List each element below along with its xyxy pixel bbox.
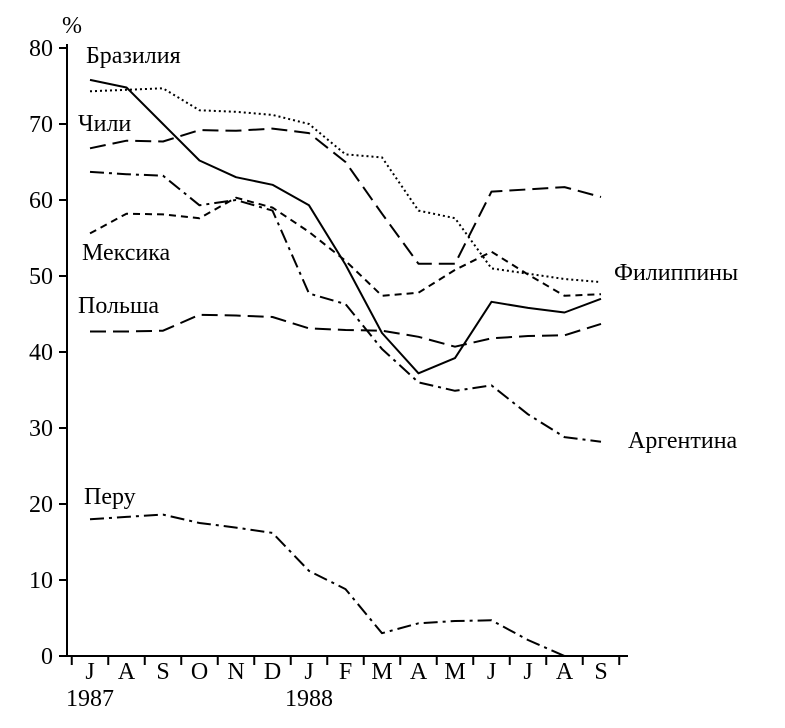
y-tick-label: 60 <box>29 188 53 214</box>
x-tick-label: D <box>264 659 281 685</box>
x-tick-label: M <box>371 659 392 685</box>
x-tick-label: O <box>191 659 208 685</box>
series-line-6 <box>89 513 565 657</box>
axes: % <box>62 13 628 657</box>
x-tick-label: J <box>304 659 313 685</box>
x-year-label: 1988 <box>285 686 333 712</box>
y-tick-label: 80 <box>29 36 53 62</box>
x-tick-label: F <box>339 659 352 685</box>
series-line-2 <box>89 127 602 265</box>
y-tick-label: 70 <box>29 112 53 138</box>
x-tick-label: N <box>227 659 244 685</box>
y-tick-label: 10 <box>29 568 53 594</box>
series <box>89 78 602 657</box>
x-tick-label: A <box>556 659 574 685</box>
series-label-6: Перу <box>84 484 136 510</box>
series-line-4 <box>90 313 602 348</box>
x-tick-label: S <box>594 659 607 685</box>
x-tick-label: J <box>523 659 532 685</box>
x-tick-label: A <box>118 659 136 685</box>
series-line-3 <box>89 196 602 297</box>
x-tick-label: A <box>410 659 428 685</box>
series-label-0: Бразилия <box>86 43 181 69</box>
y-tick-label: 40 <box>29 340 53 366</box>
x-tick-label: J <box>85 659 94 685</box>
y-axis-label: % <box>62 13 82 39</box>
series-line-0 <box>89 78 602 375</box>
x-year-label: 1987 <box>66 686 114 712</box>
series-label-3: Мексика <box>82 240 171 266</box>
y-tick-label: 20 <box>29 492 53 518</box>
series-label-5: Аргентина <box>628 428 738 454</box>
x-tick-label: J <box>487 659 496 685</box>
series-label-1: Филиппины <box>614 260 738 286</box>
series-line-5 <box>89 170 602 443</box>
series-labels: Бразилия Филиппины Чили Мексика Польша Аргент… <box>78 43 738 510</box>
series-label-2: Чили <box>78 111 131 137</box>
x-tick-label: S <box>156 659 169 685</box>
y-tick-label: 30 <box>29 416 53 442</box>
series-label-4: Польша <box>78 293 159 319</box>
y-tick-label: 0 <box>41 644 53 670</box>
y-tick-label: 50 <box>29 264 53 290</box>
x-tick-label: M <box>444 659 465 685</box>
